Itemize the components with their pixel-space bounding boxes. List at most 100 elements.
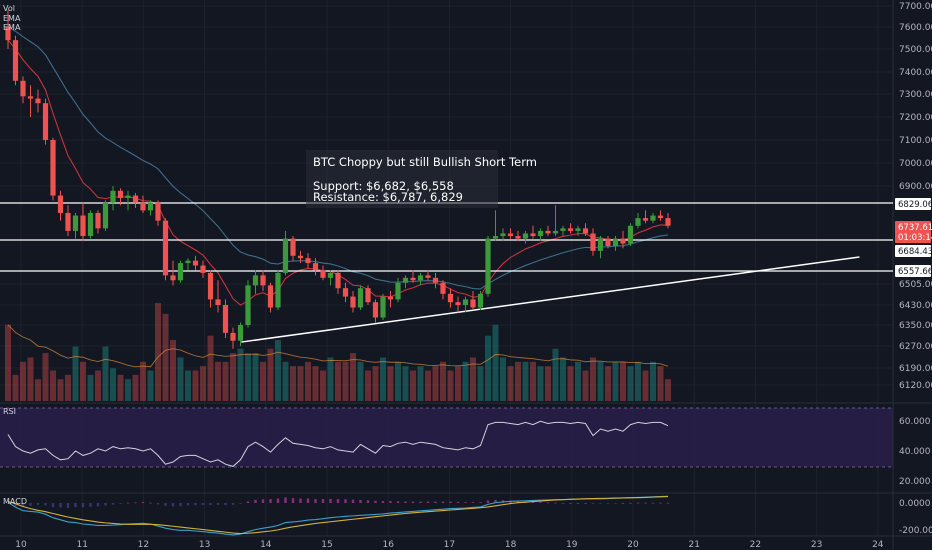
candle-body — [230, 332, 236, 341]
macd-histogram-bar — [254, 499, 257, 503]
candle — [575, 225, 581, 237]
price-axis-label: 7100.00 — [899, 136, 932, 146]
volume-bar — [305, 361, 311, 401]
candle-body — [395, 282, 401, 300]
volume-bar — [410, 370, 416, 401]
volume-bar — [110, 368, 116, 401]
volume-bar — [537, 366, 544, 401]
volume-bar — [582, 370, 589, 401]
price-axis-label: 6270.00 — [899, 342, 932, 352]
rsi-line — [7, 420, 669, 467]
candle — [402, 275, 409, 289]
price-axis-label: 7000.00 — [899, 159, 932, 169]
candle — [305, 253, 311, 268]
price-axis-label: 6190.00 — [899, 364, 932, 374]
candle — [275, 270, 281, 310]
time-axis-label: 16 — [382, 540, 394, 550]
volume-bar — [515, 361, 521, 401]
candle-body — [312, 263, 319, 271]
candle-body — [590, 233, 596, 251]
time-axis-label: 11 — [76, 540, 87, 550]
volume-bar — [342, 361, 349, 401]
macd-histogram-bar — [389, 501, 392, 503]
price-tag-support-high: 6684.43 — [895, 245, 932, 257]
macd-histogram-bar — [314, 499, 317, 503]
macd-histogram-bar — [171, 503, 175, 507]
macd-histogram-bar — [374, 500, 377, 503]
volume-bars — [5, 303, 671, 401]
macd-histogram-bar — [194, 503, 197, 506]
candle — [35, 89, 41, 113]
macd-histogram-bar — [299, 498, 302, 503]
candle — [485, 236, 491, 297]
macd-histogram-bar — [51, 503, 55, 508]
volume-bar — [87, 374, 94, 401]
candle — [252, 270, 259, 294]
candle — [267, 282, 274, 313]
candle-body — [665, 218, 671, 226]
annotation-box[interactable] — [306, 150, 498, 208]
macd-histogram-bar — [584, 503, 587, 504]
candle — [387, 291, 394, 308]
macd-histogram-bar — [561, 502, 565, 504]
candle — [642, 210, 649, 224]
candle-body — [110, 190, 116, 203]
macd-histogram-bar — [104, 503, 107, 506]
candle — [102, 200, 109, 231]
legend-vol[interactable]: Vol — [3, 4, 15, 13]
price-axis-label: 7500.00 — [899, 45, 932, 55]
candle-body — [117, 190, 124, 198]
time-axis[interactable]: 10 11 12 13 14 15 16 17 18 19 20 21 22 23 24 — [15, 540, 884, 550]
macd-histogram-bar — [636, 502, 640, 504]
macd-histogram-bar — [599, 503, 602, 504]
candle-body — [545, 230, 551, 234]
macd-histogram-bar — [141, 502, 145, 503]
candle — [372, 299, 379, 323]
price-axis-label: 7700.00 — [899, 2, 932, 12]
legend-rsi[interactable]: RSI — [3, 407, 16, 416]
candle — [620, 230, 626, 249]
candle-body — [342, 288, 349, 297]
time-axis-label: 19 — [566, 540, 578, 550]
candle-body — [170, 275, 176, 281]
ascending-trendline[interactable] — [241, 256, 860, 343]
candle-body — [207, 272, 214, 300]
candle-body — [177, 263, 184, 281]
candle-body — [612, 238, 619, 246]
ema-slow-line — [7, 26, 669, 290]
candle-body — [567, 228, 574, 231]
volume-bar — [35, 379, 41, 401]
volume-bar — [320, 370, 326, 401]
candle — [27, 85, 34, 117]
price-axis[interactable]: 7700.00 7600.00 7500.00 7400.00 7300.00 7200.… — [899, 2, 932, 391]
candle-body — [320, 270, 326, 278]
candle — [455, 296, 461, 313]
macd-histogram-bar — [14, 503, 17, 507]
candle-body — [642, 218, 649, 221]
svg-text:6829.06: 6829.06 — [898, 200, 932, 210]
volume-bar — [620, 361, 626, 401]
macd-histogram-bar — [419, 501, 422, 503]
candle-body — [365, 288, 371, 303]
price-axis-label: 7200.00 — [899, 113, 932, 123]
candle-body — [432, 277, 439, 283]
volume-bar — [222, 361, 229, 401]
price-axis-label: 6350.00 — [899, 321, 932, 331]
candle — [245, 280, 251, 328]
macd-histogram-bar — [119, 503, 122, 504]
macd-histogram-bar — [216, 503, 220, 505]
volume-bar — [567, 366, 574, 401]
candle — [312, 258, 319, 276]
time-axis-label: 15 — [321, 540, 332, 550]
legend-ema-1[interactable]: EMA — [3, 14, 21, 23]
volume-bar — [522, 361, 529, 401]
volume-bar — [185, 370, 191, 401]
candle — [560, 225, 566, 237]
legend-macd[interactable]: MACD — [3, 497, 27, 506]
candle — [65, 205, 71, 237]
candle-body — [477, 293, 484, 308]
time-axis-label: 22 — [750, 540, 761, 550]
price-axis-label: 6900.00 — [899, 182, 932, 192]
legend-ema-2[interactable]: EMA — [3, 23, 21, 32]
